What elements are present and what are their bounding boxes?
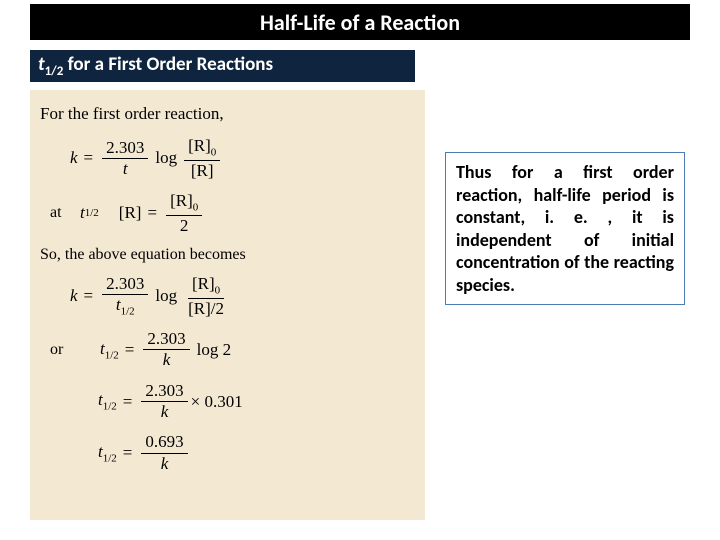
sub-12: 1/2 [85, 207, 99, 219]
frac-1: 2.303 t [102, 138, 148, 180]
x0301: × 0.301 [191, 392, 243, 412]
den-r: [R] [187, 161, 218, 181]
num-r0-2: [R]0 [166, 191, 202, 216]
num-const-3: 2.303 [143, 329, 189, 350]
den-2: 2 [176, 216, 193, 236]
var-k: k [70, 148, 78, 168]
den-k-3: k [157, 454, 173, 474]
num-r0-3: [R]0 [188, 274, 224, 299]
den-k-2: k [157, 402, 173, 422]
r0-sub-3: 0 [215, 284, 221, 296]
equation-3: k = 2.303 t1/2 log [R]0 [R]/2 [40, 274, 415, 319]
frac-2: [R]0 [R] [184, 136, 220, 181]
num-r0: [R]0 [184, 136, 220, 161]
num-const: 2.303 [102, 138, 148, 159]
derivation-panel: For the first order reaction, k = 2.303 … [30, 90, 425, 520]
so-text: So, the above equation becomes [40, 246, 415, 264]
equals: = [84, 148, 94, 168]
frac-6: 2.303 k [143, 329, 189, 371]
subtitle-bar: t1/2 for a First Order Reactions [30, 50, 415, 82]
r0-br: [R] [188, 136, 211, 155]
sub-12-2: 1/2 [121, 306, 135, 318]
subtitle-var: t [38, 53, 45, 76]
log-2: log [155, 286, 177, 306]
den-t: t [119, 159, 132, 179]
sub-12-4: 1/2 [103, 401, 117, 413]
conclusion-text: Thus for a first order reaction, half-li… [456, 161, 674, 296]
intro-text: For the first order reaction, [40, 104, 415, 124]
num-const-4: 2.303 [141, 381, 187, 402]
log: log [155, 148, 177, 168]
lhs-4: t1/2 [100, 339, 119, 361]
subtitle: t1/2 for a First Order Reactions [38, 53, 273, 79]
var-k-2: k [70, 286, 78, 306]
r0-sub-2: 0 [193, 201, 199, 213]
equation-2: at t1/2 [R] = [R]0 2 [40, 191, 415, 236]
num-const-2: 2.303 [102, 274, 148, 295]
conclusion-box: Thus for a first order reaction, half-li… [445, 152, 685, 305]
frac-4: 2.303 t1/2 [102, 274, 148, 319]
equals-3: = [84, 286, 94, 306]
equals-4: = [125, 340, 135, 360]
den-k: k [159, 350, 175, 370]
frac-8: 0.693 k [141, 432, 187, 474]
lhs-5: t1/2 [98, 390, 117, 412]
equation-1: k = 2.303 t log [R]0 [R] [40, 136, 415, 181]
equation-6: t1/2 = 0.693 k [40, 432, 415, 474]
den-r2: [R]/2 [184, 299, 228, 319]
r-br: [R] [119, 203, 142, 223]
frac-3: [R]0 2 [166, 191, 202, 236]
equals-2: = [147, 203, 157, 223]
sub-12-5: 1/2 [103, 453, 117, 465]
r0-sub: 0 [211, 146, 217, 158]
r0-br-2: [R] [170, 191, 193, 210]
sub-12-3: 1/2 [105, 349, 119, 361]
label-at: at [50, 204, 80, 222]
lhs-6: t1/2 [98, 442, 117, 464]
subtitle-rest: for a First Order Reactions [63, 53, 273, 76]
equals-5: = [123, 392, 133, 412]
log2: log 2 [197, 340, 231, 360]
equation-5: t1/2 = 2.303 k × 0.301 [40, 381, 415, 423]
label-or: or [50, 341, 80, 359]
num-0693: 0.693 [141, 432, 187, 453]
equation-4: or t1/2 = 2.303 k log 2 [40, 329, 415, 371]
title-bar: Half-Life of a Reaction [30, 4, 690, 40]
subtitle-subscript: 1/2 [45, 64, 64, 79]
frac-7: 2.303 k [141, 381, 187, 423]
frac-5: [R]0 [R]/2 [184, 274, 228, 319]
equals-6: = [123, 443, 133, 463]
den-t12: t1/2 [112, 295, 139, 319]
page-title: Half-Life of a Reaction [260, 9, 460, 36]
r0-br-3: [R] [192, 274, 215, 293]
